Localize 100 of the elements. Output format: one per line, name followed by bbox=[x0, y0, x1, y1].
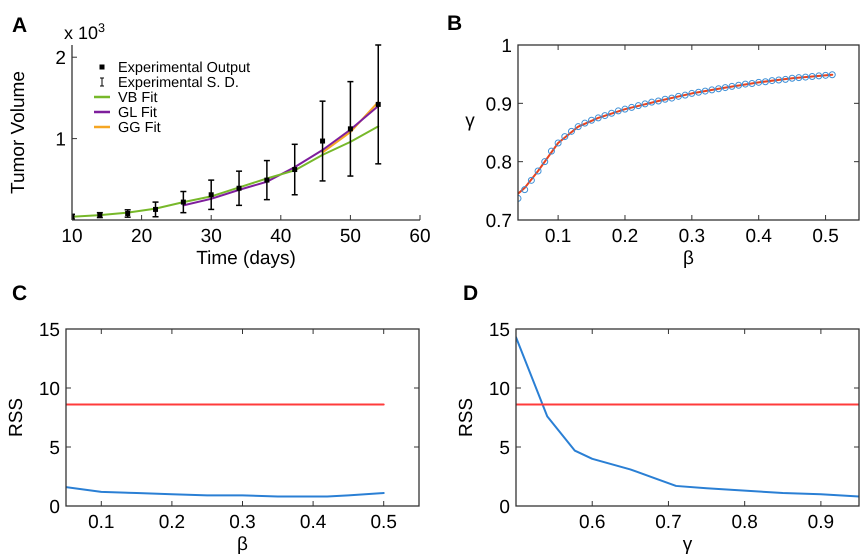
point bbox=[348, 126, 353, 132]
point bbox=[601, 112, 608, 120]
x-tick-label: 50 bbox=[340, 226, 361, 247]
point bbox=[528, 176, 535, 184]
point bbox=[788, 74, 796, 82]
point bbox=[568, 128, 575, 135]
y-axis-title: γ bbox=[465, 110, 476, 132]
point bbox=[614, 107, 622, 114]
x-tick-label: 0.2 bbox=[158, 512, 186, 533]
y-axis-title: RSS bbox=[6, 398, 27, 438]
point bbox=[634, 102, 642, 110]
legend-label: Experimental Output bbox=[118, 60, 250, 76]
x-tick-label: 0.9 bbox=[808, 512, 834, 533]
chart-title: D bbox=[463, 282, 478, 305]
point bbox=[153, 206, 158, 212]
chart-title: A bbox=[12, 14, 28, 37]
x-tick-label: 20 bbox=[131, 226, 152, 247]
point bbox=[594, 114, 602, 122]
point bbox=[815, 72, 822, 80]
y-tick-label: 0 bbox=[49, 497, 60, 518]
line-series bbox=[516, 336, 859, 498]
y-tick-label: 0.9 bbox=[486, 94, 512, 116]
point bbox=[674, 92, 682, 100]
x-tick-label: 0.3 bbox=[229, 512, 256, 533]
line-series bbox=[66, 486, 385, 498]
point bbox=[554, 140, 562, 146]
point bbox=[775, 76, 782, 84]
x-tick-label: 0.3 bbox=[678, 226, 706, 247]
x-tick-label: 0.5 bbox=[370, 512, 397, 533]
y-tick-label: 1 bbox=[55, 130, 66, 151]
point bbox=[548, 148, 555, 155]
point bbox=[728, 82, 736, 90]
x-tick-label: 60 bbox=[409, 226, 431, 247]
point bbox=[534, 168, 542, 174]
point bbox=[574, 123, 582, 130]
chart-title: B bbox=[447, 12, 462, 35]
point bbox=[581, 120, 588, 127]
point bbox=[541, 158, 548, 166]
legend-label: GG Fit bbox=[118, 120, 161, 136]
point bbox=[668, 94, 676, 102]
point bbox=[561, 133, 568, 140]
x-tick-label: 30 bbox=[200, 226, 222, 247]
x-axis-title: β bbox=[683, 248, 694, 269]
point bbox=[735, 82, 742, 89]
point bbox=[822, 72, 830, 79]
point bbox=[742, 80, 749, 88]
x-tick-label: 0.1 bbox=[88, 512, 115, 533]
point bbox=[654, 98, 662, 104]
y-axis-title: RSS bbox=[456, 398, 477, 438]
point bbox=[521, 186, 528, 194]
point bbox=[628, 104, 636, 111]
point bbox=[264, 178, 270, 183]
point bbox=[648, 98, 656, 106]
y-axis-title: Tumor Volume bbox=[8, 71, 29, 194]
point bbox=[802, 74, 810, 81]
point bbox=[292, 167, 298, 172]
point bbox=[642, 100, 649, 108]
point bbox=[828, 71, 836, 78]
point bbox=[320, 138, 326, 144]
x-tick-label: 0.5 bbox=[812, 226, 839, 247]
point bbox=[588, 116, 596, 124]
point bbox=[708, 86, 716, 94]
y-tick-label: 0 bbox=[499, 497, 510, 518]
x-axis-title: γ bbox=[682, 534, 693, 555]
y-tick-label: 1 bbox=[501, 36, 512, 57]
y-tick-label: 0.8 bbox=[486, 152, 512, 174]
legend-label: GL Fit bbox=[118, 105, 157, 121]
point bbox=[722, 84, 729, 92]
y-tick-label: 15 bbox=[38, 320, 60, 341]
point bbox=[755, 78, 762, 86]
point bbox=[621, 106, 628, 113]
x-tick-label: 0.6 bbox=[579, 512, 606, 533]
point bbox=[768, 77, 776, 84]
point bbox=[702, 88, 709, 95]
point bbox=[748, 80, 756, 87]
x-tick-label: 0.7 bbox=[655, 512, 682, 533]
point bbox=[715, 85, 722, 92]
annotation: Experimental S. D. bbox=[118, 75, 239, 91]
point bbox=[795, 74, 802, 82]
y-tick-label: 0.7 bbox=[486, 211, 512, 232]
x-axis-title: Time (days) bbox=[196, 248, 296, 269]
x-tick-label: 0.1 bbox=[544, 226, 572, 247]
chart-title: C bbox=[12, 282, 28, 305]
point bbox=[695, 88, 702, 96]
y-tick-label: 2 bbox=[55, 48, 66, 70]
point bbox=[662, 96, 669, 103]
point bbox=[208, 192, 214, 198]
point bbox=[376, 102, 381, 107]
point bbox=[808, 73, 816, 80]
x-tick-label: 0.2 bbox=[612, 226, 638, 247]
point bbox=[608, 110, 616, 117]
point bbox=[688, 90, 696, 97]
x-tick-label: 0.4 bbox=[745, 226, 772, 247]
x-tick-label: 40 bbox=[270, 226, 292, 247]
point bbox=[782, 76, 789, 83]
y-tick-label: 5 bbox=[499, 438, 510, 459]
x-tick-label: 0.4 bbox=[300, 512, 327, 533]
y-tick-label: 10 bbox=[38, 379, 60, 400]
y-tick-label: 15 bbox=[488, 320, 510, 341]
point bbox=[762, 78, 769, 86]
